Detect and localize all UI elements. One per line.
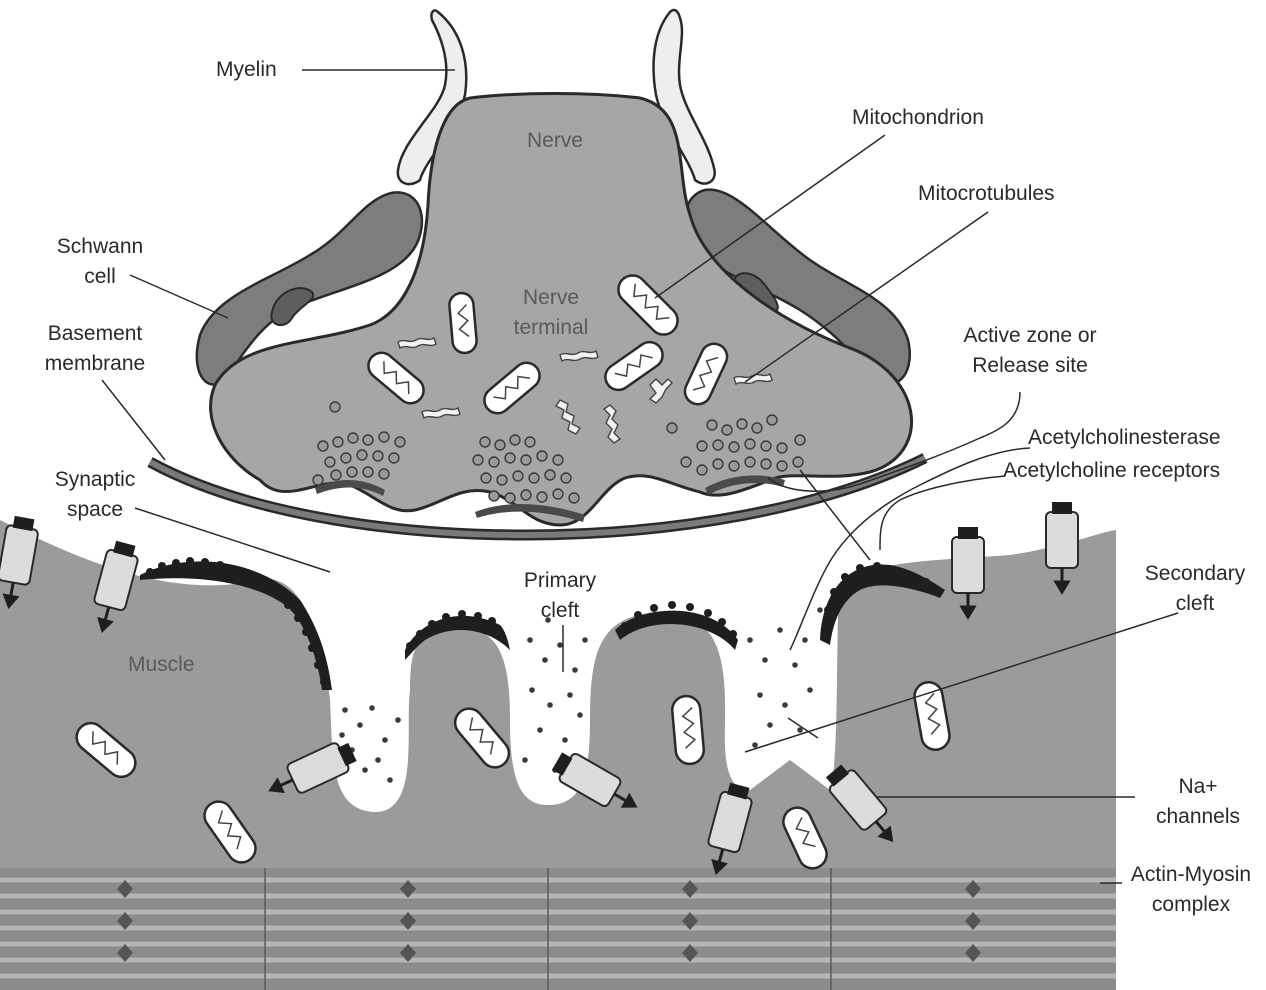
synaptic-space-label-line1: Synaptic [54, 468, 136, 491]
na-channels-label: Na+ channels [1140, 772, 1256, 832]
actin-myosin-label: Actin-Myosin complex [1118, 860, 1264, 920]
nerve-terminal-label-line1: Nerve [522, 286, 580, 309]
primary-cleft-label: Primary cleft [505, 566, 615, 626]
myelin-label: Myelin [216, 58, 277, 81]
active-zone-label: Active zone or Release site [945, 321, 1115, 381]
myelin-left [396, 9, 468, 186]
na-channels-label-line1: Na+ [1178, 775, 1218, 798]
synaptic-space-label-line2: space [66, 498, 124, 521]
acetylcholine-receptor-clusters [140, 557, 945, 690]
mitochondrion-label: Mitochondrion [852, 106, 984, 129]
schwann-cell-label: Schwann cell [40, 232, 160, 292]
myelin-right [652, 8, 716, 185]
muscle-label: Muscle [128, 653, 195, 676]
leader-lines [101, 69, 1179, 884]
actin-myosin-label-line2: complex [1151, 893, 1231, 916]
actin-myosin-label-line1: Actin-Myosin [1130, 863, 1252, 886]
acetylcholinesterase-label: Acetylcholinesterase [1028, 426, 1221, 449]
active-zone-label-line1: Active zone or [963, 324, 1097, 347]
basement-membrane-label: Basement membrane [30, 319, 160, 379]
primary-cleft-label-line2: cleft [540, 599, 580, 622]
muscle-mitochondria [75, 681, 951, 870]
acetylcholine-molecules [339, 607, 823, 783]
primary-cleft-label-line1: Primary [523, 569, 597, 592]
actin-myosin-bands [0, 868, 1116, 990]
active-zone-label-line2: Release site [972, 354, 1088, 377]
secondary-cleft-label: Secondary cleft [1130, 559, 1260, 619]
schwann-cell-label-line1: Schwann [56, 235, 144, 258]
synaptic-space-label: Synaptic space [40, 465, 150, 525]
sodium-channels [0, 502, 1079, 876]
na-channels-label-line2: channels [1155, 805, 1241, 828]
nerve-label: Nerve [527, 129, 584, 152]
synaptic-vesicles [312, 401, 806, 504]
microtubules [397, 336, 773, 444]
acetylcholine-receptors-label: Acetylcholine receptors [1003, 459, 1221, 482]
active-zones [315, 475, 785, 522]
secondary-cleft-label-line1: Secondary [1144, 562, 1246, 585]
basement-membrane-label-line2: membrane [44, 352, 146, 375]
basement-membrane-label-line1: Basement [47, 322, 143, 345]
nerve-terminal-label-line2: terminal [513, 316, 589, 339]
secondary-cleft-label-line2: cleft [1175, 592, 1215, 615]
microtubules-label: Mitocrotubules [918, 182, 1055, 205]
schwann-cell-label-line2: cell [84, 265, 116, 288]
nerve-mitochondria [367, 274, 729, 415]
nerve-terminal-label: Nerve terminal [491, 283, 611, 343]
